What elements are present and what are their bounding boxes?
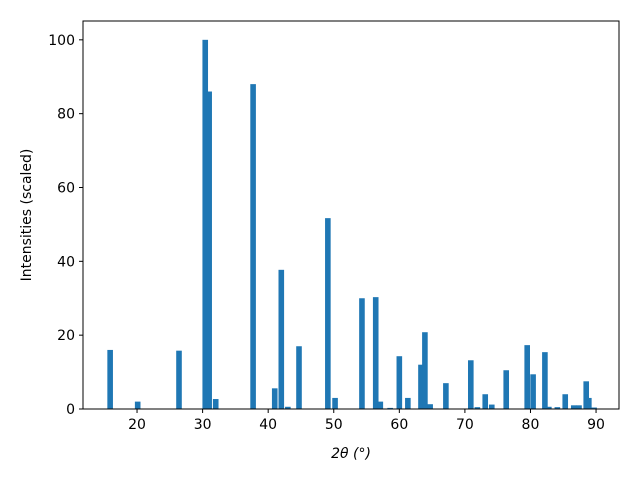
bar — [474, 407, 481, 409]
x-tick-label: 20 — [128, 417, 146, 433]
bar — [176, 350, 182, 409]
bar — [562, 394, 569, 409]
bar — [325, 218, 331, 409]
bar — [377, 401, 384, 409]
bar — [468, 360, 474, 409]
bar — [285, 406, 291, 409]
x-tick-label: 30 — [194, 417, 212, 433]
bar — [427, 404, 433, 409]
bar — [396, 356, 403, 409]
bar — [524, 345, 530, 409]
bar — [278, 269, 285, 409]
bar — [530, 374, 536, 409]
x-tick-label: 70 — [456, 417, 474, 433]
bar — [418, 364, 424, 409]
bar — [546, 406, 552, 409]
bar — [583, 381, 590, 409]
bar — [359, 298, 365, 409]
x-tick-label: 80 — [522, 417, 540, 433]
bar — [405, 397, 411, 409]
bar — [482, 394, 489, 409]
x-axis-label: 2θ (°) — [331, 446, 371, 462]
x-tick-label: 50 — [325, 417, 343, 433]
bar — [488, 404, 495, 409]
y-tick-label: 40 — [57, 254, 75, 270]
y-tick-label: 80 — [57, 107, 75, 123]
y-tick-label: 100 — [48, 33, 75, 49]
x-tick-label: 40 — [259, 417, 277, 433]
bar — [554, 407, 561, 409]
bar — [296, 346, 302, 409]
bar — [570, 405, 577, 409]
bar — [212, 399, 219, 409]
bar — [422, 332, 428, 409]
x-tick-label: 60 — [390, 417, 408, 433]
bar — [206, 91, 212, 409]
bar — [134, 401, 141, 409]
bar — [591, 407, 597, 409]
bar — [576, 405, 582, 409]
bar — [387, 407, 393, 409]
bar — [443, 383, 449, 409]
x-tick-label: 90 — [587, 417, 605, 433]
y-tick-label: 60 — [57, 180, 75, 196]
bar — [202, 39, 209, 409]
y-tick-label: 0 — [66, 402, 75, 418]
y-axis-label: Intensities (scaled) — [19, 149, 35, 282]
bar — [332, 397, 338, 409]
bar — [586, 397, 592, 409]
bar — [503, 370, 510, 409]
bar — [542, 352, 548, 409]
bar — [271, 388, 278, 409]
y-tick-label: 20 — [57, 328, 75, 344]
bar — [372, 297, 379, 409]
bar — [250, 84, 256, 409]
bar — [107, 349, 113, 409]
plot-frame — [82, 20, 620, 410]
